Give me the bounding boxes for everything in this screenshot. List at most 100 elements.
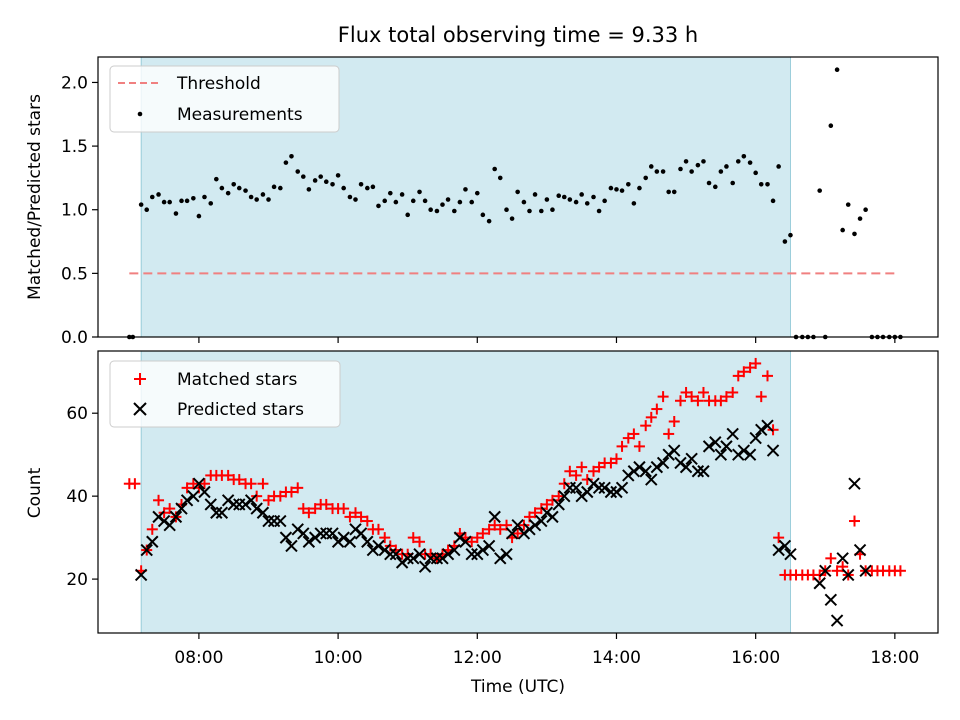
predicted-star-marker: [766, 444, 780, 457]
predicted-star-marker: [656, 456, 670, 470]
predicted-star-marker: [517, 527, 531, 540]
predicted-star-marker: [546, 510, 559, 524]
measurement-point: [817, 188, 822, 193]
matched-star-marker: [622, 432, 634, 444]
ratio-plot-frame: [97, 56, 939, 338]
measurement-point: [765, 181, 770, 187]
measurement-point: [683, 159, 689, 164]
ratio-y-tick-label: 0.0: [61, 328, 88, 348]
matched-star-marker: [512, 527, 524, 539]
measurement-point: [179, 198, 184, 204]
predicted-star-marker: [279, 531, 293, 544]
count-x-tick-label: 14:00: [592, 648, 641, 668]
predicted-star-marker: [627, 465, 641, 478]
ratio-y-tick-label: 2.0: [61, 73, 88, 93]
predicted-star-marker: [836, 552, 849, 565]
predicted-star-marker: [169, 510, 183, 524]
measurement-point: [602, 198, 607, 204]
predicted-star-marker: [569, 481, 583, 495]
matched-star-marker: [251, 490, 263, 502]
predicted-star-marker: [668, 444, 681, 457]
predicted-star-marker: [436, 552, 449, 565]
predicted-star-marker: [761, 419, 774, 432]
predicted-star-marker: [482, 539, 496, 553]
ratio-legend: Threshold Measurements: [109, 65, 340, 133]
legend-matched-label: Matched stars: [177, 370, 297, 390]
predicted-star-marker: [349, 523, 362, 536]
measurement-point: [219, 185, 225, 191]
matched-star-marker: [355, 511, 367, 523]
measurement-point: [301, 174, 306, 179]
measurement-point: [382, 198, 388, 204]
matched-star-marker: [245, 478, 257, 490]
measurement-point: [480, 212, 486, 218]
count-legend: Matched stars Predicted stars: [109, 360, 341, 428]
predicted-star-marker: [842, 568, 855, 582]
measurement-point: [654, 169, 660, 174]
predicted-star-marker: [146, 535, 159, 548]
measurement-point: [312, 178, 318, 183]
matched-star-marker: [668, 416, 680, 427]
matched-star-marker: [477, 527, 489, 539]
predicted-star-marker: [337, 531, 350, 544]
predicted-stars-points: [134, 419, 872, 627]
ratio-y-ticks: 0.0 0.5 1.0 1.5 2.0: [61, 73, 98, 348]
measurement-point: [556, 193, 562, 199]
measurement-point: [196, 213, 202, 219]
matched-star-marker: [407, 532, 419, 544]
ratio-y-tick-label: 1.5: [61, 137, 88, 157]
predicted-star-marker: [453, 531, 467, 544]
predicted-star-marker: [314, 527, 327, 540]
predicted-star-marker: [575, 489, 588, 503]
matched-star-marker: [263, 494, 275, 506]
measurement-point: [631, 201, 637, 206]
predicted-star-marker: [372, 539, 385, 553]
measurement-point: [492, 166, 497, 172]
predicted-star-marker: [784, 547, 797, 561]
predicted-star-marker: [853, 543, 867, 557]
measurement-point: [283, 160, 289, 165]
measurement-point: [387, 190, 393, 196]
measurement-point: [637, 185, 642, 191]
matched-star-marker: [292, 482, 304, 494]
measurement-point: [254, 197, 259, 202]
predicted-star-marker: [198, 485, 211, 499]
matched-star-marker: [153, 494, 165, 506]
predicted-star-marker: [633, 460, 646, 474]
measurement-point: [191, 195, 196, 201]
measurement-point: [248, 194, 254, 200]
measurement-point: [532, 192, 538, 197]
measurement-point: [701, 159, 706, 164]
predicted-star-marker: [535, 514, 548, 528]
measurement-point: [671, 189, 677, 195]
predicted-star-marker: [650, 460, 664, 474]
predicted-star-marker: [662, 448, 675, 461]
matched-star-marker: [825, 552, 837, 564]
predicted-star-marker: [639, 465, 652, 478]
measurement-point: [469, 199, 475, 205]
predicted-star-marker: [239, 498, 252, 511]
measurement-point: [243, 188, 248, 193]
predicted-star-marker: [210, 506, 223, 519]
matched-star-marker: [610, 453, 622, 465]
predicted-star-marker: [192, 477, 206, 490]
measurement-point: [341, 185, 346, 191]
predicted-star-marker: [528, 518, 542, 532]
measurement-point: [278, 185, 283, 191]
predicted-star-marker: [511, 518, 524, 532]
count-x-ticks: 08:00 10:00 12:00 14:00 16:00 18:00: [174, 633, 919, 668]
predicted-star-marker: [523, 523, 536, 536]
measurement-point: [260, 192, 266, 197]
predicted-star-marker: [430, 552, 444, 565]
matched-star-marker: [616, 440, 628, 452]
matched-star-marker: [633, 440, 645, 452]
matched-star-marker: [692, 395, 704, 407]
measurement-point: [236, 185, 242, 191]
measurement-point: [584, 201, 590, 206]
predicted-star-marker: [645, 473, 658, 486]
matched-star-marker: [680, 386, 692, 398]
measurement-point: [643, 175, 649, 181]
measurement-point: [330, 181, 335, 187]
predicted-star-marker: [476, 543, 490, 557]
